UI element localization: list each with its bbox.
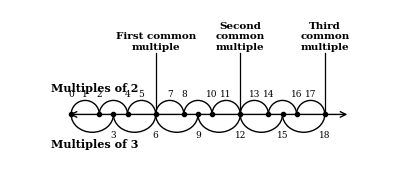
Text: 16: 16 — [291, 90, 302, 99]
Text: Multiples of 3: Multiples of 3 — [52, 139, 139, 150]
Text: 5: 5 — [139, 90, 144, 99]
Text: 1: 1 — [82, 90, 88, 99]
Text: Second
common
multiple: Second common multiple — [216, 22, 265, 52]
Text: 0: 0 — [68, 90, 74, 99]
Text: 15: 15 — [277, 131, 288, 140]
Text: Third
common
multiple: Third common multiple — [300, 22, 349, 52]
Text: 6: 6 — [153, 131, 158, 140]
Text: 14: 14 — [263, 90, 274, 99]
Text: 13: 13 — [249, 90, 260, 99]
Text: 2: 2 — [96, 90, 102, 99]
Text: 4: 4 — [125, 90, 130, 99]
Text: 11: 11 — [220, 90, 232, 99]
Text: 9: 9 — [195, 131, 201, 140]
Text: 12: 12 — [234, 131, 246, 140]
Text: 3: 3 — [110, 131, 116, 140]
Text: Multiples of 2: Multiples of 2 — [52, 83, 139, 94]
Text: 7: 7 — [167, 90, 173, 99]
Text: First common
multiple: First common multiple — [116, 32, 196, 52]
Text: 10: 10 — [206, 90, 218, 99]
Text: 17: 17 — [305, 90, 316, 99]
Text: 18: 18 — [319, 131, 330, 140]
Text: 8: 8 — [181, 90, 187, 99]
